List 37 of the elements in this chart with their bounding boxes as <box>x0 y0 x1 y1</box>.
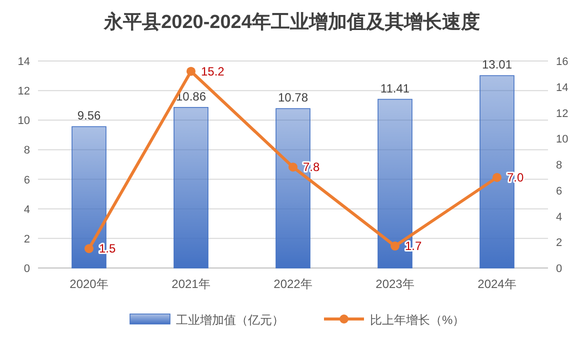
y2-tick-label: 12 <box>556 108 568 120</box>
y-tick-label: 0 <box>24 263 30 275</box>
data-label: 10.78 <box>278 90 308 105</box>
point <box>390 242 400 251</box>
legend-label: 比上年增长（%） <box>370 313 465 327</box>
y-tick-label: 2 <box>24 233 30 246</box>
y-tick-label: 4 <box>24 204 30 216</box>
chart-title: 永平县2020-2024年工业增加值及其增长速度 <box>103 11 480 33</box>
x-tick-label: 2022年 <box>274 277 312 291</box>
data-label: 10.86 <box>176 89 206 104</box>
y2-tick-label: 14 <box>556 82 568 94</box>
y-tick-label: 8 <box>24 144 30 157</box>
x-tick-label: 2024年 <box>478 277 516 291</box>
y2-tick-label: 2 <box>556 237 562 250</box>
x-tick-label: 2023年 <box>376 277 414 291</box>
data-label: 15.2 <box>201 64 225 78</box>
y-tick-label: 6 <box>24 174 30 186</box>
legend-label: 工业增加值（亿元） <box>176 313 284 327</box>
bar <box>174 107 208 268</box>
y2-tick-label: 16 <box>556 56 568 68</box>
x-tick-label: 2021年 <box>172 277 210 291</box>
data-label: 11.41 <box>380 81 410 96</box>
y2-tick-label: 6 <box>556 185 562 198</box>
y2-tick-label: 8 <box>556 160 562 172</box>
y2-tick-label: 0 <box>556 263 562 275</box>
y-tick-label: 12 <box>18 86 30 98</box>
point <box>288 162 298 172</box>
y2-tick-label: 4 <box>556 211 562 224</box>
point <box>84 244 94 254</box>
y-tick-label: 14 <box>18 56 30 68</box>
x-tick-label: 2020年 <box>70 277 108 291</box>
y-tick-label: 10 <box>18 115 30 128</box>
point <box>492 172 502 182</box>
point <box>186 66 196 76</box>
data-label: 9.56 <box>77 108 101 123</box>
data-label: 13.01 <box>482 58 512 72</box>
y2-tick-label: 10 <box>556 134 568 146</box>
